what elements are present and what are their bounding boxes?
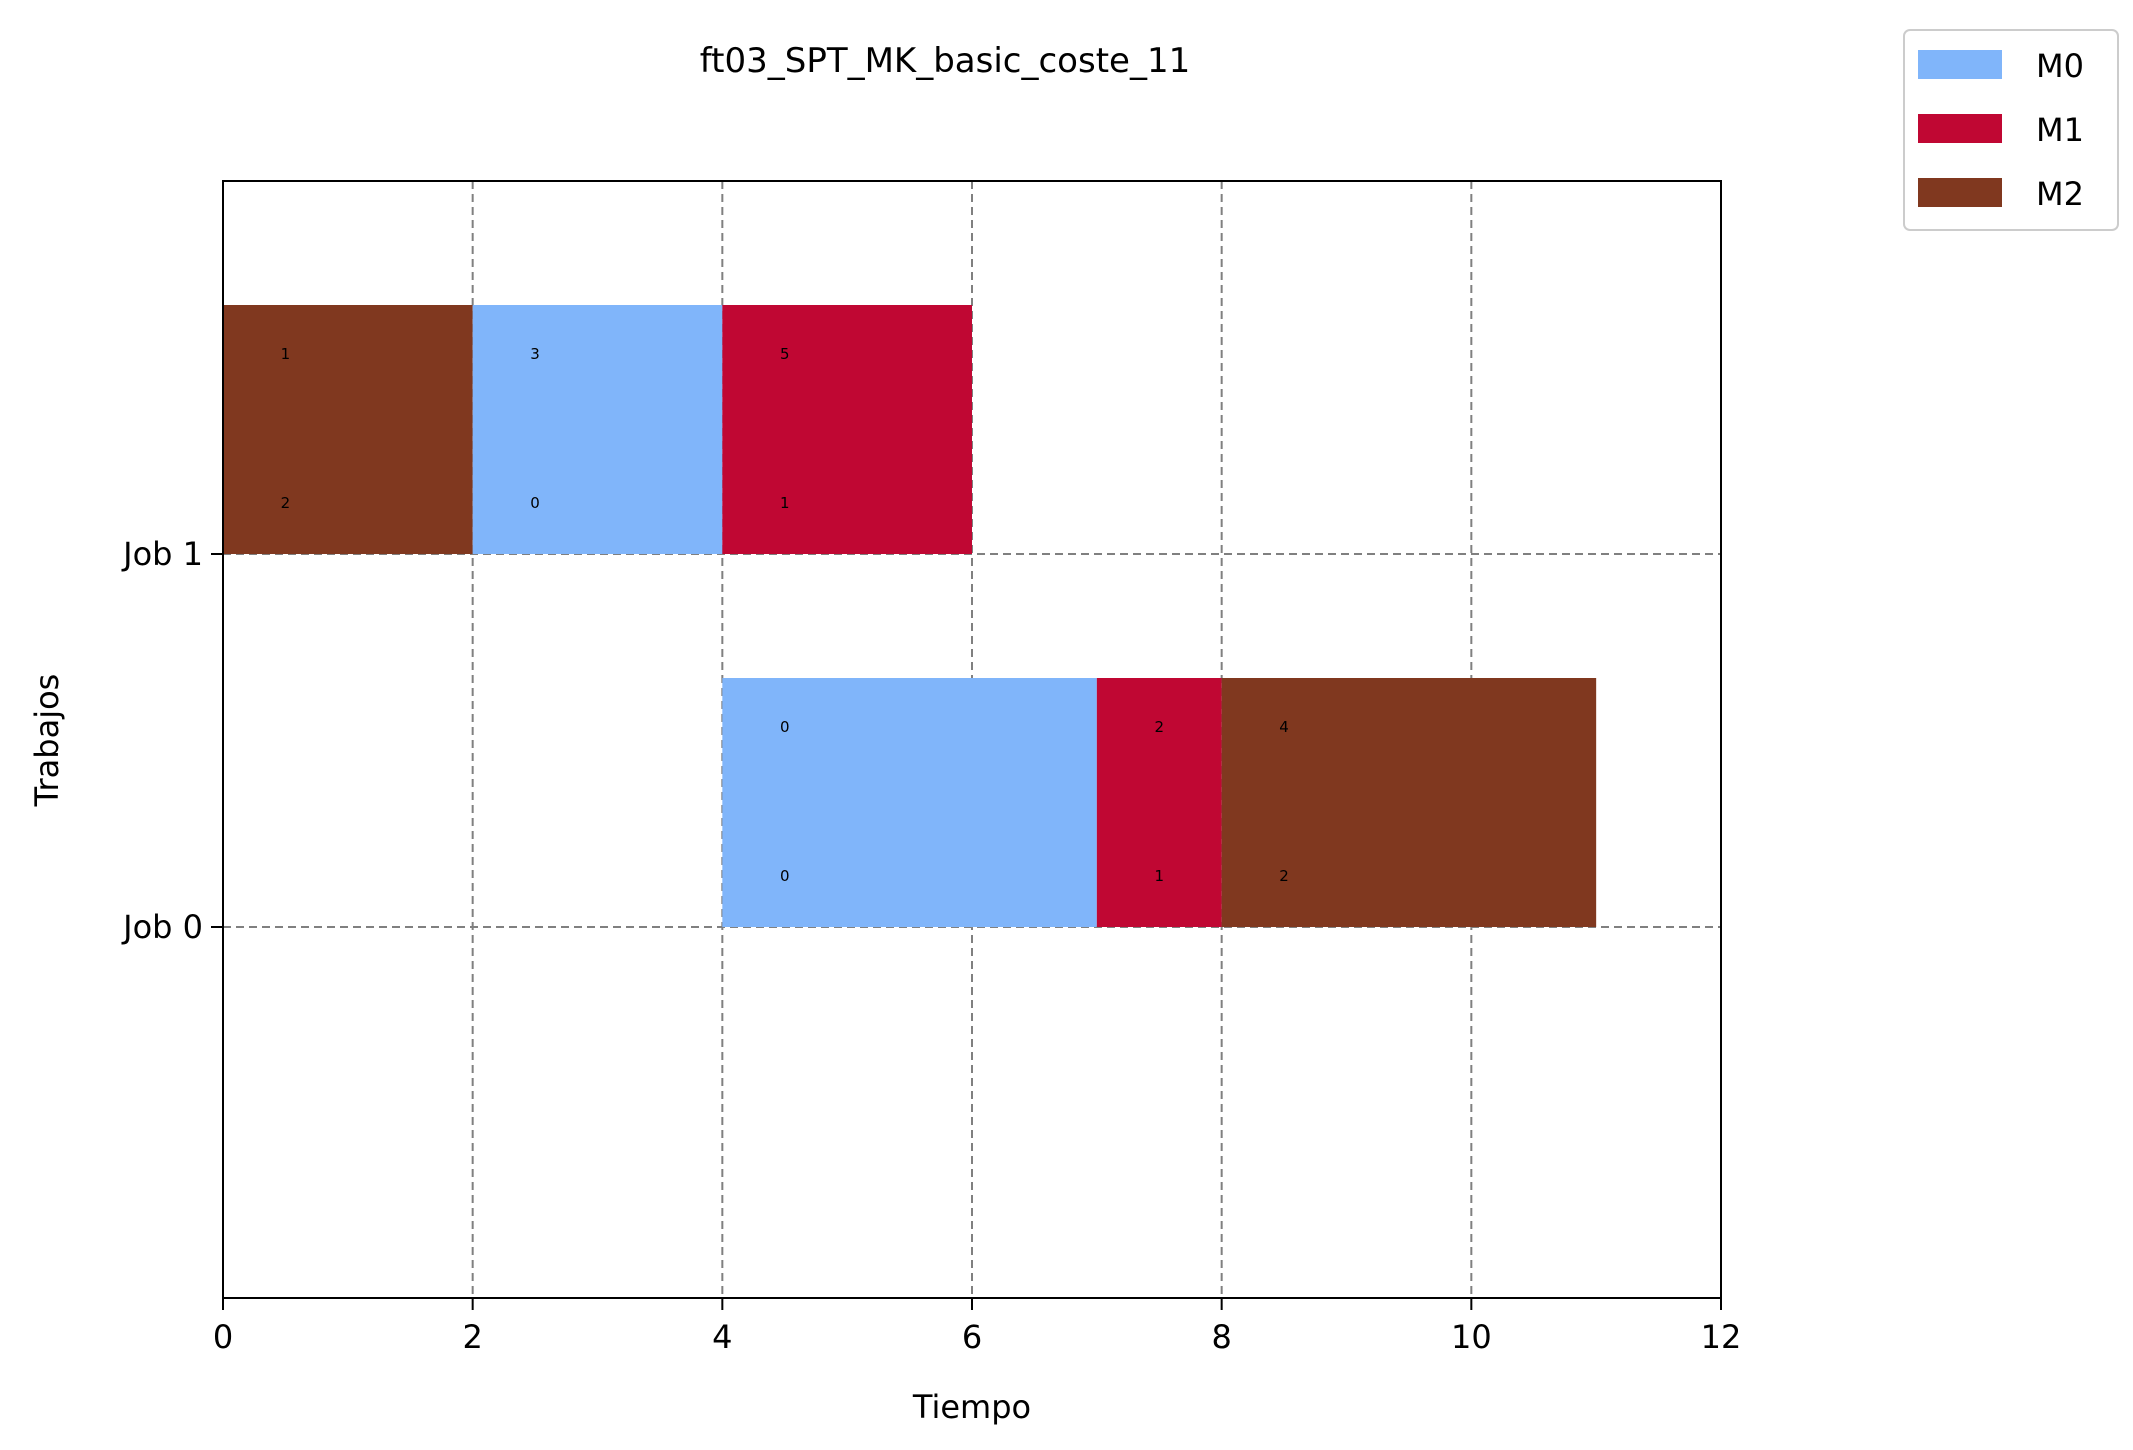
bar-label-bottom: 0 <box>530 494 540 512</box>
bar-label-top: 4 <box>1279 718 1289 736</box>
gantt-bar <box>1221 678 1597 927</box>
x-tick-label: 10 <box>1451 1318 1492 1356</box>
bar-label-bottom: 1 <box>780 494 790 512</box>
bar-label-top: 0 <box>780 718 790 736</box>
chart-title: ft03_SPT_MK_basic_coste_11 <box>700 41 1190 81</box>
legend-label: M2 <box>2036 175 2084 213</box>
x-tick-label: 0 <box>213 1318 233 1356</box>
bar-label-top: 2 <box>1154 718 1164 736</box>
bar-label-bottom: 1 <box>1154 867 1164 885</box>
x-tick-label: 4 <box>712 1318 732 1356</box>
gantt-bar <box>472 305 723 554</box>
x-tick-label: 6 <box>962 1318 982 1356</box>
legend: M0 M1 M2 <box>1903 29 2119 231</box>
x-tick-label: 8 <box>1211 1318 1231 1356</box>
legend-swatch <box>1918 50 2002 79</box>
bar-label-bottom: 0 <box>780 867 790 885</box>
gantt-bar <box>1096 678 1222 927</box>
y-tick-label: Job 1 <box>121 535 203 573</box>
bars <box>223 305 1597 927</box>
legend-swatch <box>1918 114 2002 143</box>
bar-label-bottom: 2 <box>1279 867 1289 885</box>
gantt-bar <box>722 678 1097 927</box>
y-axis-ticks: Job 0 Job 1 <box>121 535 223 946</box>
bar-label-top: 1 <box>281 345 291 363</box>
legend-label: M0 <box>2036 47 2084 85</box>
x-axis-label: Tiempo <box>912 1388 1031 1426</box>
bar-label-bottom: 2 <box>281 494 291 512</box>
legend-label: M1 <box>2036 111 2084 149</box>
y-tick-label: Job 0 <box>121 908 203 946</box>
x-axis-ticks: 0 2 4 6 8 10 12 <box>213 1298 1742 1356</box>
y-axis-label: Trabajos <box>28 674 66 808</box>
x-tick-label: 2 <box>462 1318 482 1356</box>
bar-label-top: 3 <box>530 345 540 363</box>
gantt-bar <box>722 305 972 554</box>
gantt-bar <box>223 305 473 554</box>
bar-label-top: 5 <box>780 345 790 363</box>
legend-swatch <box>1918 178 2002 207</box>
x-tick-label: 12 <box>1701 1318 1742 1356</box>
